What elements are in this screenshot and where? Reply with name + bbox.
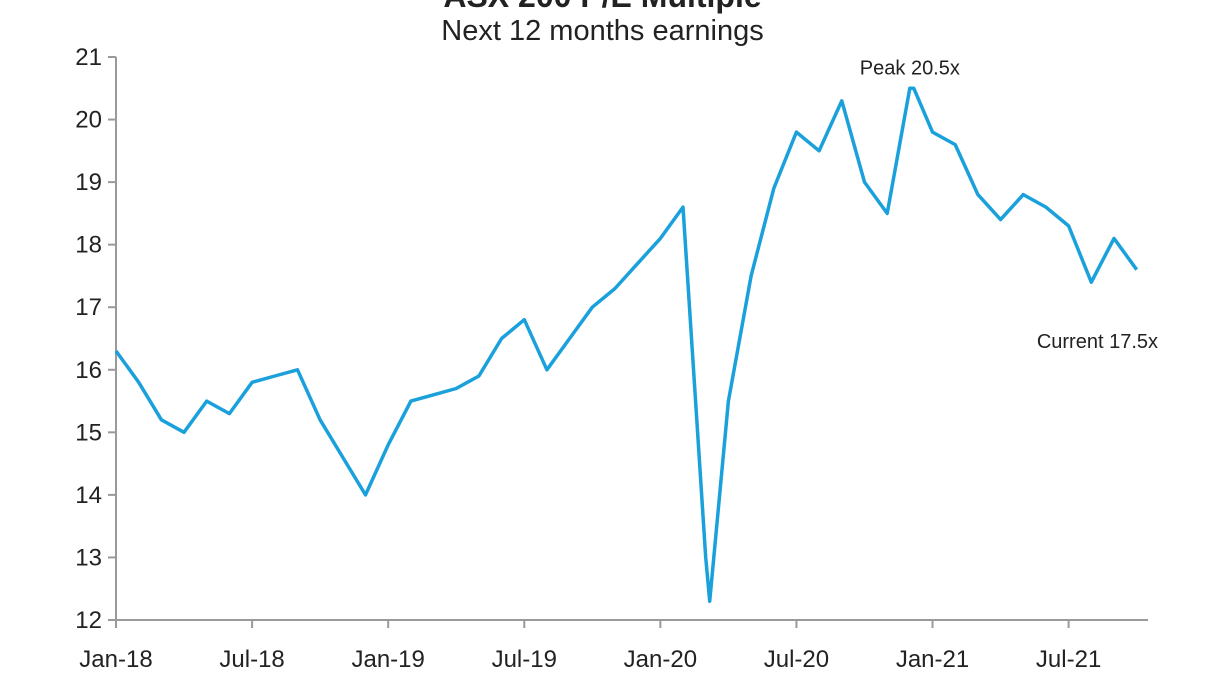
y-tick-label: 18	[75, 232, 102, 259]
y-tick-label: 13	[75, 544, 102, 571]
chart-title: ASX 200 P/E Multiple	[0, 0, 1205, 15]
y-tick-label: 20	[75, 107, 102, 134]
x-tick-label: Jan-20	[624, 646, 697, 673]
chart-subtitle: Next 12 months earnings	[441, 15, 764, 47]
y-tick-label: 17	[75, 294, 102, 321]
x-tick-label: Jan-21	[896, 646, 969, 673]
y-tick-label: 14	[75, 482, 102, 509]
y-tick-label: 19	[75, 169, 102, 196]
y-tick-label: 15	[75, 419, 102, 446]
y-tick-label: 16	[75, 357, 102, 384]
x-tick-label: Jan-18	[79, 646, 152, 673]
series-line	[114, 86, 1139, 603]
x-tick-label: Jul-19	[492, 646, 557, 673]
x-axis: Jan-18 Jul-18 Jan-19 Jul-19 Jan-20 Jul-20 Jan-…	[79, 619, 1148, 673]
y-tick-label: 21	[75, 44, 102, 71]
x-tick-label: Jul-21	[1036, 646, 1101, 673]
y-axis: 12 13 14 15 16 17 18 19 20 21	[75, 44, 117, 634]
annotations: Peak 20.5x Current 17.5x	[860, 57, 1158, 353]
x-tick-label: Jul-20	[764, 646, 829, 673]
series-layer	[114, 86, 1139, 603]
current-annotation: Current 17.5x	[1037, 331, 1158, 353]
peak-annotation: Peak 20.5x	[860, 57, 960, 79]
y-tick-label: 12	[75, 607, 102, 634]
x-tick-label: Jan-19	[351, 646, 424, 673]
x-tick-label: Jul-18	[219, 646, 284, 673]
